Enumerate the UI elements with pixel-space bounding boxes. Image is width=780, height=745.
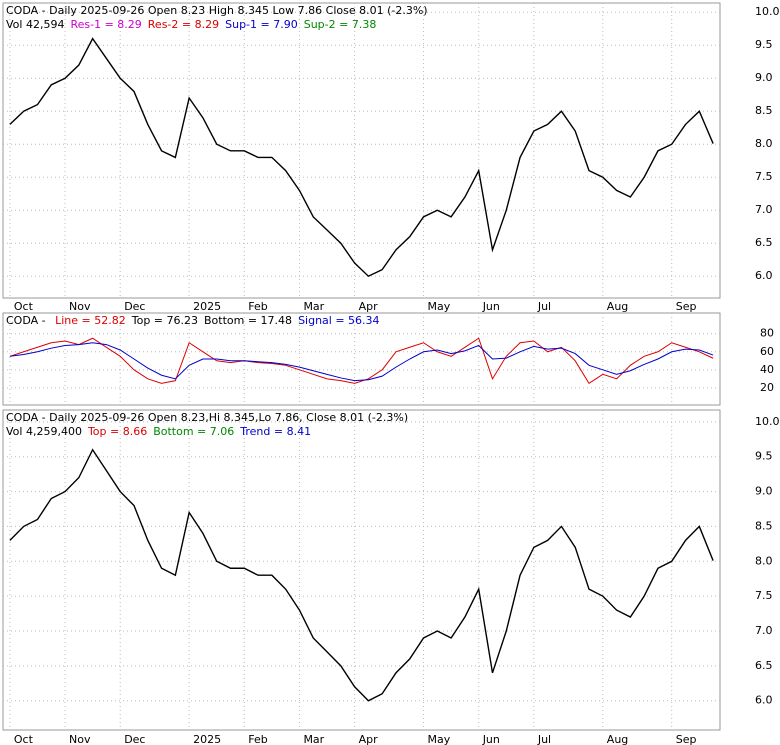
panel-title: CODA - Line = 52.82 Top = 76.23 Bottom = 1… <box>6 314 380 327</box>
y-tick-label: 60 <box>760 345 774 358</box>
x-tick-label: May <box>428 300 451 313</box>
x-tick-label: Oct <box>14 300 34 313</box>
x-tick-label: Dec <box>124 733 145 745</box>
legend-entry: Signal = 56.34 <box>298 314 380 327</box>
x-tick-label: Nov <box>69 733 91 745</box>
y-tick-label: 6.0 <box>755 269 773 282</box>
title: CODA - Daily 2025-09-26 Open 8.23,Hi 8.3… <box>6 411 408 424</box>
y-tick-label: 40 <box>760 363 774 376</box>
x-tick-label: Apr <box>359 300 379 313</box>
x-tick-label: Dec <box>124 300 145 313</box>
y-tick-label: 7.0 <box>755 203 773 216</box>
legend-entry: Res-2 = 8.29 <box>148 18 219 31</box>
panel-frame <box>2 409 721 731</box>
legend-entry: Bottom = 17.48 <box>204 314 292 327</box>
panel-title: CODA - Daily 2025-09-26 Open 8.23 High 8… <box>6 4 428 17</box>
legend-entry: Res-1 = 8.29 <box>70 18 141 31</box>
legend-entry: Vol 42,594 <box>6 18 64 31</box>
x-tick-label: Aug <box>607 733 628 745</box>
legend-entry: Bottom = 7.06 <box>153 425 234 438</box>
legend-entry: Trend = 8.41 <box>239 425 311 438</box>
y-tick-label: 8.5 <box>755 519 773 532</box>
legend-entry: Top = 76.23 <box>131 314 198 327</box>
series-line <box>9 337 714 385</box>
panel-frame <box>2 312 721 406</box>
y-tick-label: 9.0 <box>755 485 773 498</box>
panel-legend: Vol 42,594 Res-1 = 8.29 Res-2 = 8.29 Sup-1 … <box>6 18 376 31</box>
x-tick-label: Jul <box>537 733 551 745</box>
legend-entry: Top = 8.66 <box>87 425 147 438</box>
x-tick-label: 2025 <box>193 733 221 745</box>
title: CODA - Daily 2025-09-26 Open 8.23 High 8… <box>6 4 428 17</box>
series-line <box>9 342 714 382</box>
x-tick-label: Jun <box>482 733 500 745</box>
y-tick-label: 9.0 <box>755 71 773 84</box>
x-tick-label: May <box>428 733 451 745</box>
y-tick-label: 7.5 <box>755 170 773 183</box>
x-tick-label: Aug <box>607 300 628 313</box>
legend-entry: Sup-2 = 7.38 <box>304 18 377 31</box>
y-tick-label: 6.5 <box>755 659 773 672</box>
x-tick-label: Oct <box>14 733 34 745</box>
x-tick-label: Jul <box>537 300 551 313</box>
x-tick-label: Jun <box>482 300 500 313</box>
y-tick-label: 7.0 <box>755 624 773 637</box>
x-tick-label: 2025 <box>193 300 221 313</box>
y-tick-label: 10.0 <box>755 415 780 428</box>
series-line <box>9 37 714 278</box>
panel-legend: Vol 4,259,400 Top = 8.66 Bottom = 7.06 Tren… <box>6 425 311 438</box>
y-tick-label: 10.0 <box>755 5 780 18</box>
y-tick-label: 7.5 <box>755 589 773 602</box>
x-tick-label: Feb <box>248 733 267 745</box>
legend-entry: Vol 4,259,400 <box>6 425 82 438</box>
legend-entry: Line = 52.82 <box>55 314 126 327</box>
y-tick-label: 20 <box>760 381 774 394</box>
x-tick-label: Sep <box>676 733 697 745</box>
panel-frame <box>2 2 721 299</box>
y-tick-label: 8.5 <box>755 104 773 117</box>
x-tick-label: Feb <box>248 300 267 313</box>
y-tick-label: 6.0 <box>755 694 773 707</box>
x-tick-label: Sep <box>676 300 697 313</box>
series-line <box>9 448 714 702</box>
panel-title: CODA - Daily 2025-09-26 Open 8.23,Hi 8.3… <box>6 411 408 424</box>
y-tick-label: 8.0 <box>755 554 773 567</box>
y-tick-label: 9.5 <box>755 38 773 51</box>
y-tick-label: 6.5 <box>755 236 773 249</box>
y-tick-label: 8.0 <box>755 137 773 150</box>
x-tick-label: Mar <box>303 300 324 313</box>
x-tick-label: Apr <box>359 733 379 745</box>
legend-entry: Sup-1 = 7.90 <box>225 18 298 31</box>
title: CODA - <box>6 314 49 327</box>
y-tick-label: 80 <box>760 327 774 340</box>
x-tick-label: Mar <box>303 733 324 745</box>
x-tick-label: Nov <box>69 300 91 313</box>
y-tick-label: 9.5 <box>755 450 773 463</box>
